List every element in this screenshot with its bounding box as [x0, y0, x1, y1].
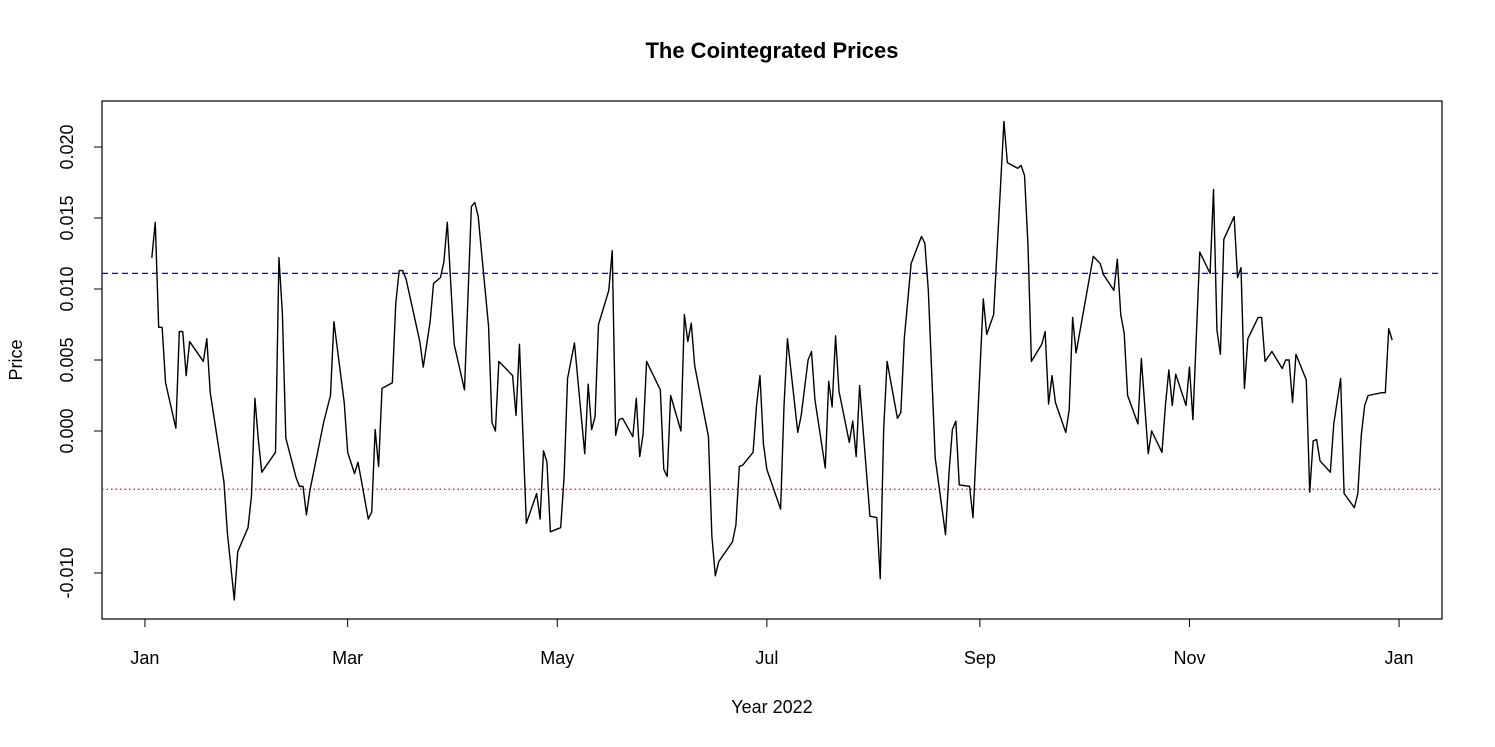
- x-tick-label: May: [540, 648, 574, 668]
- price-line: [151, 120, 1393, 601]
- x-tick-label: Jul: [755, 648, 778, 668]
- x-tick-label: Nov: [1173, 648, 1205, 668]
- y-tick-label: 0.015: [57, 195, 77, 240]
- x-axis-label: Year 2022: [731, 697, 812, 717]
- y-tick-label: 0.005: [57, 337, 77, 382]
- y-tick-label: -0.010: [57, 547, 77, 598]
- x-tick-label: Jan: [1385, 648, 1414, 668]
- y-tick-label: 0.000: [57, 408, 77, 453]
- x-tick-label: Mar: [332, 648, 363, 668]
- y-tick-label: 0.010: [57, 266, 77, 311]
- y-tick-label: 0.020: [57, 124, 77, 169]
- x-tick-label: Sep: [964, 648, 996, 668]
- chart-title: The Cointegrated Prices: [645, 38, 898, 63]
- y-axis-label: Price: [6, 339, 26, 380]
- x-tick-label: Jan: [130, 648, 159, 668]
